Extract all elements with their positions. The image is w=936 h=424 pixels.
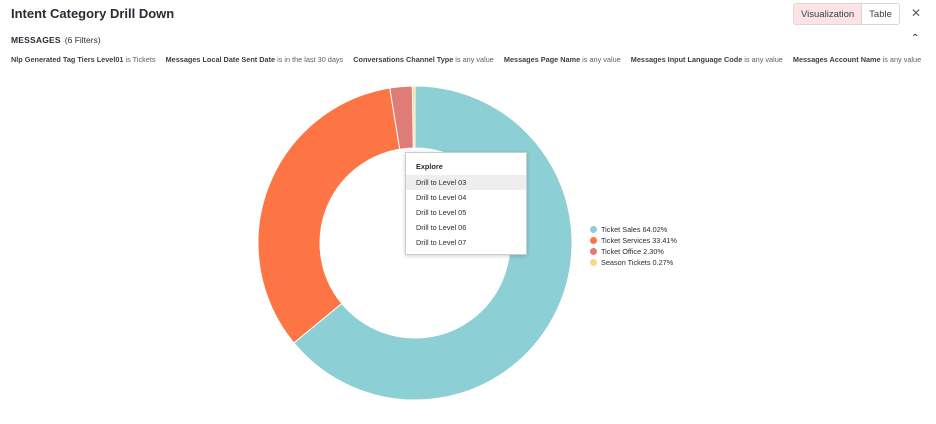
filter-list: Nlp Generated Tag Tiers Level01 is Ticke… (11, 55, 929, 64)
filter-count: (6 Filters) (64, 35, 101, 45)
chart-legend: Ticket Sales 64.02% Ticket Services 33.4… (590, 224, 677, 268)
tab-visualization[interactable]: Visualization (794, 4, 863, 24)
tab-table[interactable]: Table (862, 4, 899, 24)
filter-item: Messages Page Name is any value (503, 55, 621, 64)
drill-context-menu: Explore Drill to Level 03 Drill to Level… (405, 152, 527, 255)
menu-item-drill-level-05[interactable]: Drill to Level 05 (416, 208, 467, 217)
legend-label: Ticket Sales 64.02% (601, 225, 668, 234)
menu-item-drill-level-07[interactable]: Drill to Level 07 (416, 238, 467, 247)
donut-slice-ticket-services[interactable] (257, 87, 401, 344)
legend-item[interactable]: Ticket Sales 64.02% (590, 224, 677, 235)
legend-label: Ticket Office 2.30% (601, 247, 664, 256)
view-toggle: Visualization Table (793, 3, 900, 25)
section-header: MESSAGES (6 Filters) (11, 35, 101, 45)
menu-item-drill-level-06[interactable]: Drill to Level 06 (416, 223, 467, 232)
donut-slice-season-tickets[interactable] (411, 85, 416, 149)
section-name: MESSAGES (11, 35, 61, 45)
legend-item[interactable]: Ticket Office 2.30% (590, 246, 677, 257)
menu-item-drill-level-03[interactable]: Drill to Level 03 (406, 175, 526, 190)
menu-heading: Explore (416, 162, 443, 171)
menu-item-drill-level-04[interactable]: Drill to Level 04 (416, 193, 467, 202)
legend-swatch (590, 248, 597, 255)
page-title: Intent Category Drill Down (11, 6, 175, 21)
filter-item: Conversations Channel Type is any value (353, 55, 494, 64)
legend-swatch (590, 226, 597, 233)
legend-item[interactable]: Ticket Services 33.41% (590, 235, 677, 246)
filter-item: Messages Account Name is any value (792, 55, 922, 64)
legend-label: Ticket Services 33.41% (601, 236, 677, 245)
legend-item[interactable]: Season Tickets 0.27% (590, 257, 677, 268)
chevron-up-icon[interactable]: ⌃ (911, 33, 920, 44)
filter-item: Nlp Generated Tag Tiers Level01 is Ticke… (11, 55, 156, 64)
legend-label: Season Tickets 0.27% (601, 258, 674, 267)
legend-swatch (590, 237, 597, 244)
filter-item: Messages Input Language Code is any valu… (630, 55, 783, 64)
close-icon[interactable]: ✕ (911, 6, 922, 20)
legend-swatch (590, 259, 597, 266)
filter-item: Messages Local Date Sent Date is in the … (165, 55, 344, 64)
